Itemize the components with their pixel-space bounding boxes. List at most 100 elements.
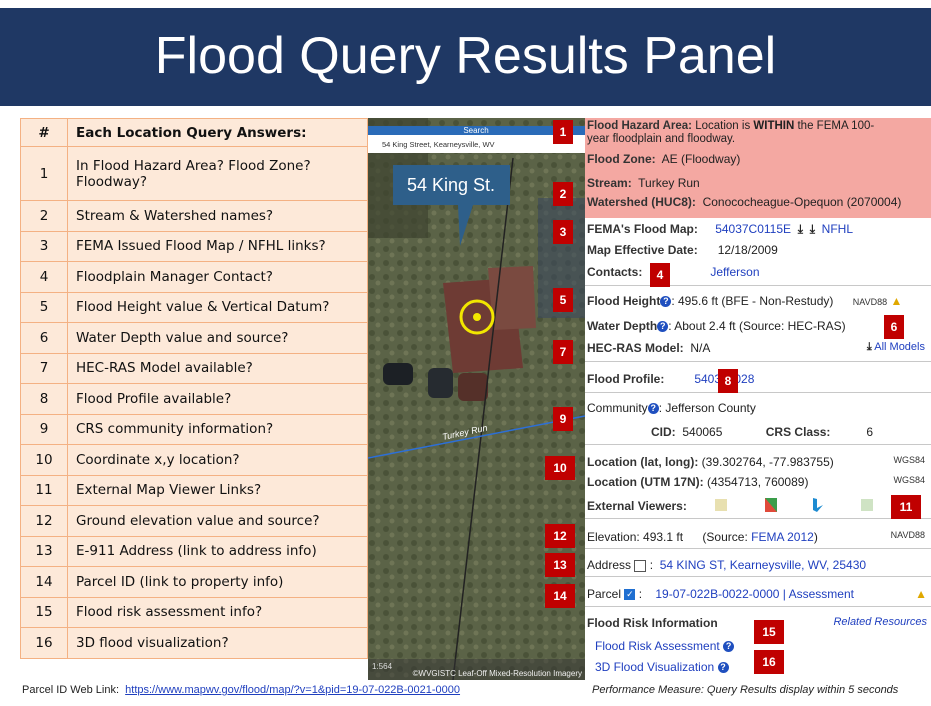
link[interactable]: FEMA 2012: [751, 530, 814, 544]
warning-icon[interactable]: ▲: [890, 294, 902, 308]
row-number: 9: [21, 414, 68, 445]
label: FEMA's Flood Map:: [587, 222, 698, 236]
label: Stream:: [587, 176, 632, 190]
table-row: 11External Map Viewer Links?: [21, 475, 368, 506]
slide: { "header": {"title": "Flood Query Resul…: [0, 0, 931, 706]
address: Address : 54 KING ST, Kearneysville, WV,…: [587, 558, 866, 572]
separator: [585, 606, 931, 607]
badge: 9: [553, 407, 573, 431]
link[interactable]: ⤓ All Models: [867, 341, 925, 354]
help-icon[interactable]: ?: [723, 641, 734, 652]
row-number: 11: [21, 475, 68, 506]
value: : 495.6 ft (BFE - Non-Restudy): [671, 294, 833, 308]
row-question: Flood risk assessment info?: [68, 597, 368, 628]
value: : Jefferson County: [659, 401, 756, 415]
badge: 1: [553, 120, 573, 144]
link[interactable]: Related Resources: [833, 616, 927, 628]
value: ): [814, 530, 818, 544]
row-question: In Flood Hazard Area? Flood Zone? Floodw…: [68, 147, 368, 201]
row-number: 7: [21, 353, 68, 384]
value: 6: [866, 425, 873, 439]
hazard-text: Flood Hazard Area: Location is WITHIN th…: [587, 120, 887, 146]
label: Community: [587, 401, 648, 415]
badge: 16: [754, 650, 784, 674]
badge: 4: [650, 263, 670, 287]
slide-title: Flood Query Results Panel: [0, 26, 931, 86]
link[interactable]: 19-07-022B-0022-0000 | Assessment: [655, 587, 854, 601]
label: Flood Zone:: [587, 152, 656, 166]
effective-date: Map Effective Date:12/18/2009: [587, 243, 778, 257]
link[interactable]: Flood Risk Assessment: [595, 639, 720, 653]
table-row: 13E-911 Address (link to address info): [21, 536, 368, 567]
label: HEC-RAS Model:: [587, 341, 684, 355]
badge: 2: [553, 182, 573, 206]
checkbox[interactable]: [634, 560, 646, 572]
risk-assessment: Flood Risk Assessment ?: [595, 639, 734, 653]
viewer-icon[interactable]: [861, 499, 873, 511]
label: Water Depth: [587, 319, 657, 333]
separator: [585, 518, 931, 519]
separator: [585, 444, 931, 445]
link[interactable]: 54 KING ST, Kearneysville, WV, 25430: [660, 558, 866, 572]
row-question: Floodplain Manager Contact?: [68, 262, 368, 293]
warning-icon[interactable]: ▲: [915, 587, 927, 601]
row-number: 10: [21, 445, 68, 476]
help-icon[interactable]: ?: [660, 296, 671, 307]
link[interactable]: 54037C0115E: [715, 222, 791, 236]
link[interactable]: Jefferson: [710, 265, 759, 279]
link-text[interactable]: All Models: [874, 341, 925, 353]
search-label: Search: [463, 126, 488, 135]
label: Location (UTM 17N):: [587, 475, 704, 489]
label: Contacts:: [587, 265, 642, 279]
value: : About 2.4 ft (Source: HEC-RAS): [668, 319, 845, 333]
label: Flood Hazard Area:: [587, 120, 692, 132]
label: Parcel ID Web Link:: [22, 684, 119, 696]
row-question: FEMA Issued Flood Map / NFHL links?: [68, 231, 368, 262]
flood-zone: Flood Zone: AE (Floodway): [587, 152, 740, 166]
stream: Stream: Turkey Run: [587, 176, 700, 190]
table-row: 15Flood risk assessment info?: [21, 597, 368, 628]
separator: [585, 285, 931, 286]
value: (4354713, 760089): [707, 475, 808, 489]
row-question: Parcel ID (link to property info): [68, 567, 368, 598]
checkbox[interactable]: ✓: [624, 589, 635, 600]
badge: 10: [545, 456, 575, 480]
row-question: Coordinate x,y location?: [68, 445, 368, 476]
label: Watershed (HUC8):: [587, 195, 696, 209]
separator: [585, 361, 931, 362]
search-text: 54 King Street, Kearneysville, WV: [382, 140, 495, 149]
viewer-icon[interactable]: [813, 498, 823, 512]
badge: 5: [553, 288, 573, 312]
label: CID:: [651, 425, 676, 439]
table-header: #: [21, 119, 68, 147]
footer-link: Parcel ID Web Link: https://www.mapwv.go…: [22, 684, 460, 696]
label: CRS Class:: [766, 425, 831, 439]
value: (Source:: [702, 530, 747, 544]
link[interactable]: 3D Flood Visualization: [595, 660, 714, 674]
badge: 8: [718, 369, 738, 393]
help-icon[interactable]: ?: [718, 662, 729, 673]
link[interactable]: https://www.mapwv.gov/flood/map/?v=1&pid…: [125, 684, 460, 696]
label: Elevation: 493.1 ft: [587, 530, 683, 544]
badge: 14: [545, 584, 575, 608]
label: Location (lat, long):: [587, 455, 698, 469]
help-icon[interactable]: ?: [648, 403, 659, 414]
row-question: CRS community information?: [68, 414, 368, 445]
map-scale: 1:564: [372, 662, 393, 671]
badge: 3: [553, 220, 573, 244]
value: 540065: [682, 425, 722, 439]
table-row: 1In Flood Hazard Area? Flood Zone? Flood…: [21, 147, 368, 201]
link[interactable]: NFHL: [822, 222, 853, 236]
viewer-icon[interactable]: [715, 499, 727, 511]
row-number: 13: [21, 536, 68, 567]
download-icon[interactable]: ⤓: [798, 222, 803, 236]
table-row: 5Flood Height value & Vertical Datum?: [21, 292, 368, 323]
badge: 12: [545, 524, 575, 548]
separator: [585, 576, 931, 577]
label: Flood Risk Information: [587, 616, 718, 630]
help-icon[interactable]: ?: [657, 321, 668, 332]
download-icon[interactable]: ⤓: [810, 222, 815, 236]
label: Map Effective Date:: [587, 243, 698, 257]
